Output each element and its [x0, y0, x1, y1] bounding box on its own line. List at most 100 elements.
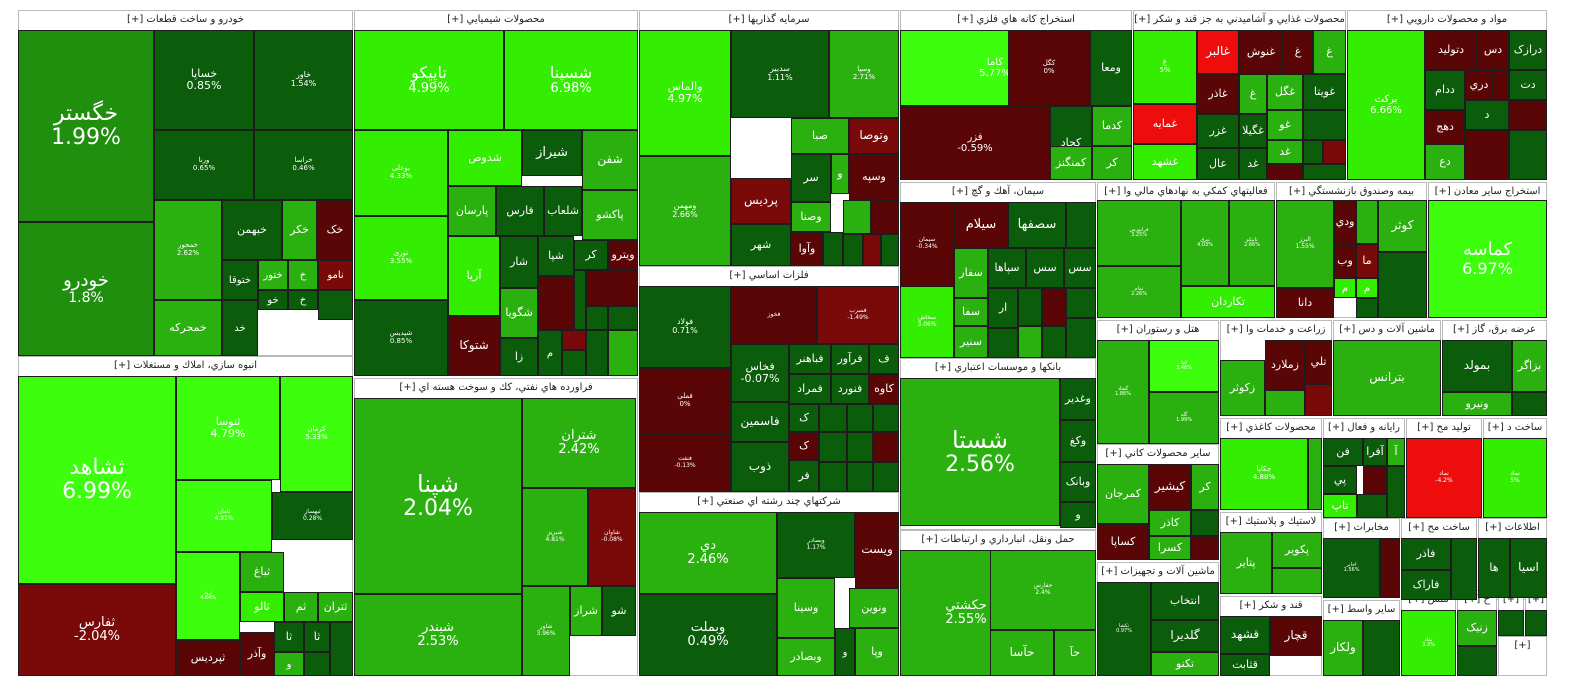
stock-tile[interactable]: قشهد: [1220, 616, 1270, 654]
stock-tile[interactable]: سس: [1026, 248, 1064, 288]
small-stock-tile[interactable]: [1305, 384, 1332, 416]
sector-title[interactable]: حمل ونقل، انبارداري و ارتباطات [+]: [901, 531, 1095, 549]
stock-tile[interactable]: زنیک: [1457, 610, 1497, 646]
stock-tile[interactable]: کاوه: [869, 374, 899, 404]
stock-tile[interactable]: کسرا: [1149, 536, 1191, 560]
stock-tile[interactable]: غمایه: [1133, 104, 1197, 144]
stock-tile[interactable]: کدما: [1092, 106, 1132, 146]
stock-tile[interactable]: تکاردان: [1181, 286, 1275, 318]
stock-tile[interactable]: دهج: [1425, 110, 1465, 144]
small-stock-tile[interactable]: [843, 200, 871, 234]
stock-tile[interactable]: ويست: [855, 512, 899, 588]
small-stock-tile[interactable]: [586, 330, 608, 376]
stock-tile[interactable]: وب: [1334, 244, 1356, 278]
sector-title[interactable]: استخراج كانه هاي فلزي [+]: [901, 11, 1131, 29]
stock-tile[interactable]: فرابورس 3.25%: [1097, 200, 1181, 266]
small-stock-tile[interactable]: [1380, 538, 1400, 598]
small-stock-tile[interactable]: [1303, 164, 1346, 180]
stock-tile[interactable]: سخاش 3.06%: [900, 286, 954, 358]
sector-title[interactable]: هتل و رستوران [+]: [1098, 321, 1218, 339]
stock-tile[interactable]: غنوش: [1239, 30, 1283, 74]
stock-tile[interactable]: پي: [1323, 466, 1357, 494]
stock-tile[interactable]: کر: [1191, 464, 1219, 510]
stock-tile[interactable]: غویتا: [1303, 74, 1346, 110]
stock-tile[interactable]: ثامان 4.91%: [176, 480, 272, 552]
stock-tile[interactable]: ثا: [274, 622, 304, 652]
stock-tile[interactable]: برکت 6.66%: [1347, 30, 1425, 180]
stock-tile[interactable]: و: [274, 652, 304, 676]
sector-title[interactable]: فعاليتهاي كمكي به نهادهاي مالي وا [+]: [1098, 183, 1274, 201]
small-stock-tile[interactable]: [1308, 438, 1322, 510]
sector-title[interactable]: سيمان، آهك و گچ [+]: [901, 183, 1095, 201]
stock-tile[interactable]: ثباغ: [240, 552, 284, 592]
stock-tile[interactable]: غ: [1313, 30, 1346, 74]
small-stock-tile[interactable]: [1356, 298, 1378, 318]
stock-tile[interactable]: تبرق 4.03%: [1181, 200, 1229, 286]
stock-tile[interactable]: ومعا: [1090, 30, 1132, 106]
sector-title[interactable]: ساخت د [+]: [1484, 419, 1546, 437]
small-stock-tile[interactable]: [1356, 200, 1378, 244]
stock-tile[interactable]: غگل: [1267, 74, 1303, 110]
sector-title[interactable]: مواد و محصولات دارويي [+]: [1348, 11, 1546, 29]
stock-tile[interactable]: کر: [574, 240, 608, 270]
small-stock-tile[interactable]: [819, 462, 847, 492]
small-stock-tile[interactable]: [1387, 466, 1405, 518]
stock-tile[interactable]: وصنا: [791, 202, 831, 232]
stock-tile[interactable]: قچار: [1270, 616, 1322, 656]
sector-title[interactable]: محصولات غذايي و آشاميدني به جز قند و شكر…: [1134, 11, 1345, 29]
stock-tile[interactable]: خراسا 0.46%: [254, 130, 353, 200]
stock-tile[interactable]: وپا: [855, 628, 899, 676]
stock-tile[interactable]: و: [1060, 502, 1096, 528]
stock-tile[interactable]: خاور 1.54%: [254, 30, 353, 130]
stock-tile[interactable]: پارسان: [448, 186, 496, 236]
stock-tile[interactable]: کر: [1092, 146, 1132, 180]
stock-tile[interactable]: قثابت: [1220, 654, 1270, 676]
stock-tile[interactable]: تاپیکو 4.99%: [354, 30, 504, 130]
small-stock-tile[interactable]: [881, 234, 899, 266]
stock-tile[interactable]: فزر -0.59%: [900, 106, 1050, 180]
stock-tile[interactable]: حفارس 2.4%: [990, 550, 1096, 630]
stock-tile[interactable]: بوعلی 4.33%: [354, 130, 448, 216]
stock-tile[interactable]: خ: [288, 260, 318, 290]
sector-title[interactable]: عرضه برق، گاز [+]: [1443, 321, 1546, 339]
stock-tile[interactable]: ثفارس -2.04%: [18, 584, 176, 676]
stock-tile[interactable]: تکشا 0.97%: [1097, 582, 1151, 676]
stock-tile[interactable]: فنورد: [831, 374, 869, 404]
stock-tile[interactable]: فاسمین: [731, 402, 789, 442]
sector-title[interactable]: ساخت مح [+]: [1402, 519, 1476, 537]
stock-tile[interactable]: فاراک: [1401, 570, 1451, 600]
stock-tile[interactable]: نماد -4.2%: [1406, 438, 1482, 518]
stock-tile[interactable]: کرمان 5.33%: [280, 376, 353, 492]
stock-tile[interactable]: فرآور: [831, 344, 869, 374]
small-stock-tile[interactable]: [586, 270, 638, 306]
small-stock-tile[interactable]: [1363, 466, 1387, 494]
stock-tile[interactable]: وغدير: [1060, 378, 1096, 420]
stock-tile[interactable]: خو: [258, 290, 288, 310]
small-stock-tile[interactable]: [873, 404, 899, 432]
stock-tile[interactable]: ویترو: [608, 240, 638, 270]
stock-tile[interactable]: ثنوسا 4.79%: [176, 376, 280, 480]
stock-tile[interactable]: سنیر: [954, 326, 988, 358]
stock-tile[interactable]: غ: [1239, 74, 1267, 114]
stock-tile[interactable]: فن: [1323, 438, 1363, 466]
stock-tile[interactable]: سصفها: [1008, 202, 1066, 248]
stock-tile[interactable]: تمام 2.26%: [1097, 266, 1181, 318]
sector-title[interactable]: محصولات كاغذي [+]: [1221, 419, 1321, 437]
stock-tile[interactable]: م: [1334, 278, 1356, 298]
stock-tile[interactable]: درازک: [1509, 30, 1547, 70]
stock-tile[interactable]: ثشاهد 6.99%: [18, 376, 176, 584]
small-stock-tile[interactable]: [1018, 288, 1042, 326]
stock-tile[interactable]: اسيا: [1510, 538, 1547, 598]
sector-title[interactable]: ساير محصولات كاني [+]: [1098, 445, 1218, 463]
sector-title[interactable]: قند و شكر [+]: [1221, 597, 1321, 615]
small-stock-tile[interactable]: [823, 232, 843, 266]
small-stock-tile[interactable]: [1509, 130, 1547, 180]
small-stock-tile[interactable]: [1498, 610, 1524, 636]
stock-tile[interactable]: گله 1.99%: [1149, 392, 1219, 444]
stock-tile[interactable]: غزر: [1197, 114, 1239, 148]
small-stock-tile[interactable]: [1018, 326, 1042, 358]
stock-tile[interactable]: نوری 3.55%: [354, 216, 448, 300]
stock-tile[interactable]: فملی 0%: [639, 368, 731, 434]
stock-tile[interactable]: ثبهساز 0.28%: [272, 492, 353, 540]
stock-tile[interactable]: بزاگر: [1512, 340, 1547, 392]
